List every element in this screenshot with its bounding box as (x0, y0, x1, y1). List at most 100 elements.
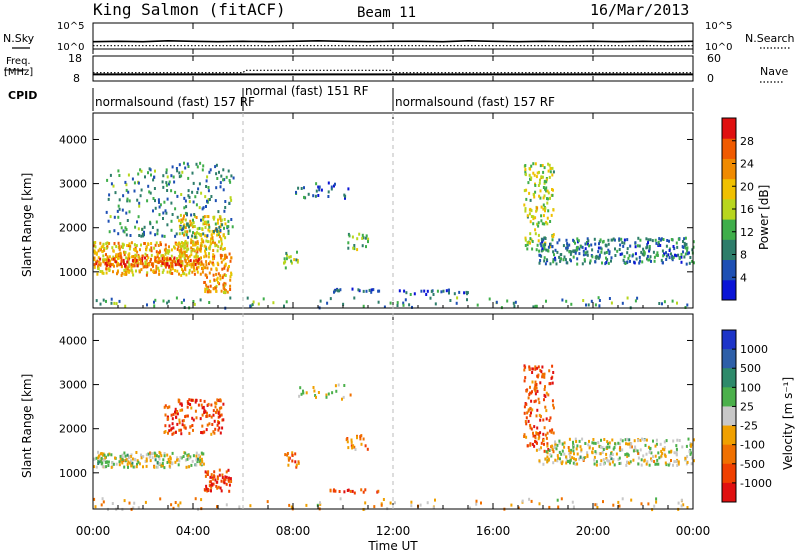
velocity-point-852 (546, 455, 549, 459)
velocity-point-661 (650, 451, 653, 455)
power-point-1542 (647, 241, 649, 245)
velocity-point-589 (527, 419, 530, 423)
power-point-1556 (599, 238, 602, 242)
power-point-1087 (344, 194, 347, 198)
power-point-1654 (102, 298, 105, 302)
power-colorbar-swatch-4 (722, 198, 736, 220)
velocity-point-96 (123, 451, 126, 455)
power-point-53 (135, 244, 138, 248)
velocity-point-256 (195, 398, 198, 402)
power-point-253 (157, 257, 160, 261)
power-point-373 (188, 271, 191, 275)
nave-right-tick-bottom: 0 (707, 72, 714, 85)
velocity-point-301 (218, 406, 221, 410)
velocity-point-411 (305, 391, 308, 395)
power-point-1163 (436, 289, 439, 293)
power-point-736 (223, 273, 226, 277)
power-point-439 (150, 257, 152, 261)
velocity-point-529 (531, 408, 534, 412)
power-point-1271 (543, 222, 546, 226)
velocity-point-679 (574, 437, 577, 441)
power-point-16 (157, 244, 160, 247)
power-point-484 (149, 260, 152, 263)
power-point-413 (153, 246, 156, 250)
power-point-376 (167, 251, 170, 255)
velocity-point-1026 (216, 505, 218, 509)
velocity-point-186 (130, 464, 133, 468)
velocity-point-199 (171, 461, 174, 465)
velocity-point-677 (593, 455, 596, 459)
velocity-point-360 (205, 471, 208, 475)
power-point-1540 (662, 254, 665, 258)
velocity-point-160 (197, 457, 199, 461)
velocity-point-345 (218, 414, 221, 418)
power-point-1151 (453, 292, 456, 296)
velocity-point-475 (353, 445, 356, 449)
power-point-1328 (656, 254, 659, 257)
velocity-point-980 (238, 505, 241, 509)
velocity-point-900 (595, 460, 598, 464)
power-point-1572 (608, 252, 611, 256)
power-point-891 (152, 197, 155, 200)
velocity-point-917 (663, 440, 666, 444)
power-point-1240 (532, 222, 535, 226)
power-point-893 (178, 163, 181, 167)
velocity-colorbar-label-6: -500 (740, 458, 765, 471)
power-point-649 (210, 237, 212, 241)
power-point-1325 (582, 253, 585, 257)
velocity-point-228 (168, 405, 171, 409)
power-point-1612 (668, 239, 670, 243)
velocity-point-827 (668, 450, 671, 454)
power-point-1594 (549, 262, 552, 266)
power-point-830 (147, 184, 150, 188)
power-point-9 (188, 254, 191, 258)
power-point-1665 (535, 304, 538, 308)
power-point-1055 (181, 170, 184, 174)
velocity-point-362 (216, 475, 219, 479)
power-point-1703 (570, 302, 573, 306)
power-point-40 (158, 269, 161, 273)
power-point-955 (158, 205, 161, 209)
power-point-218 (132, 255, 135, 258)
power-point-1674 (377, 300, 380, 304)
power-point-916 (170, 174, 173, 178)
velocity-point-567 (545, 436, 548, 440)
power-point-1175 (542, 203, 545, 207)
velocity-point-946 (647, 502, 650, 506)
velocity-point-283 (171, 432, 174, 436)
velocity-point-769 (677, 462, 680, 466)
power-point-335 (150, 268, 153, 272)
power-point-967 (154, 199, 156, 203)
power-point-1283 (542, 214, 545, 218)
velocity-point-83 (129, 455, 132, 459)
velocity-point-480 (360, 442, 363, 446)
power-point-860 (215, 172, 218, 176)
velocity-point-76 (199, 455, 201, 459)
power-point-380 (183, 252, 186, 256)
power-point-828 (155, 220, 158, 224)
velocity-point-410 (302, 389, 304, 393)
power-point-1454 (655, 241, 658, 245)
power-point-1191 (539, 196, 542, 200)
velocity-point-910 (561, 442, 564, 446)
power-point-559 (196, 240, 199, 244)
power-point-1074 (330, 185, 333, 189)
power-point-1618 (624, 262, 627, 265)
velocity-point-429 (317, 391, 320, 394)
power-point-1676 (621, 301, 624, 305)
power-point-535 (161, 262, 164, 266)
power-point-22 (139, 248, 141, 252)
power-point-1346 (607, 248, 610, 252)
power-point-917 (231, 225, 234, 229)
velocity-point-170 (184, 451, 187, 455)
power-point-1375 (613, 238, 616, 242)
velocity-point-825 (686, 460, 689, 464)
power-point-1016 (174, 190, 177, 194)
power-point-711 (209, 260, 212, 264)
velocity-point-763 (625, 463, 628, 467)
power-point-596 (222, 247, 225, 251)
power-point-1587 (541, 247, 544, 251)
power-point-985 (202, 206, 205, 210)
power-point-543 (184, 230, 187, 234)
